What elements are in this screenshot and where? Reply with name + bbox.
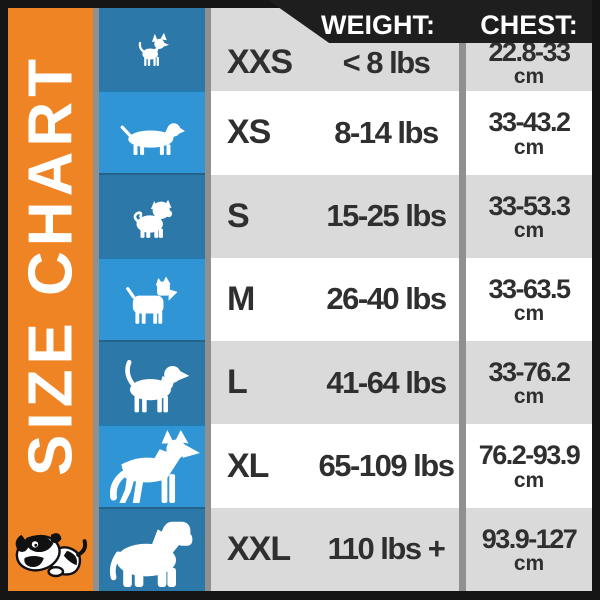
weight-value: < 8 lbs xyxy=(342,44,431,80)
weight-column-header: WEIGHT: xyxy=(321,9,435,40)
dog-cell xyxy=(99,507,205,592)
chest-column-header: CHEST: xyxy=(480,9,578,40)
size-row: S 15-25 lbs 33-53.3 cm xyxy=(211,174,592,258)
size-label: S xyxy=(227,196,250,235)
chest-unit: cm xyxy=(513,468,545,492)
chest-unit: cm xyxy=(513,385,545,409)
cartoon-dog-logo-icon xyxy=(11,515,91,589)
dog-cell xyxy=(99,340,205,424)
size-label: L xyxy=(227,363,248,402)
size-label: M xyxy=(227,279,255,318)
banner-title: SIZE CHART xyxy=(16,53,85,476)
chest-range: 33-43.2 xyxy=(488,107,571,138)
german-shepherd-icon xyxy=(104,428,200,505)
chest-column-divider xyxy=(459,424,466,508)
weight-value: 15-25 lbs xyxy=(326,198,447,234)
chest-cell: 33-76.2 cm xyxy=(466,341,592,424)
weight-value: 41-64 lbs xyxy=(326,364,447,400)
weight-value: 26-40 lbs xyxy=(326,281,447,317)
chest-cell: 33-63.5 cm xyxy=(466,258,592,341)
size-row: M 26-40 lbs 33-63.5 cm xyxy=(211,257,592,342)
dachshund-icon xyxy=(119,106,185,159)
dog-cell xyxy=(99,423,205,508)
chest-unit: cm xyxy=(513,218,545,242)
chest-range: 33-63.5 xyxy=(488,273,571,304)
beagle-icon xyxy=(114,353,190,414)
chest-range: 33-76.2 xyxy=(488,357,571,388)
mastiff-icon xyxy=(104,512,200,589)
chest-unit: cm xyxy=(513,135,545,159)
chest-range: 33-53.3 xyxy=(488,190,571,221)
weight-value: 65-109 lbs xyxy=(318,448,455,484)
chest-range: 76.2-93.9 xyxy=(478,440,581,471)
size-table-rows: XXS < 8 lbs 22.8-33 cm XS 8-14 lbs 33-43… xyxy=(211,8,592,591)
dog-cell xyxy=(99,89,205,174)
banner-divider xyxy=(93,8,99,591)
size-table: XXS < 8 lbs 22.8-33 cm XS 8-14 lbs 33-43… xyxy=(211,0,592,591)
size-row: XL 65-109 lbs 76.2-93.9 cm xyxy=(211,424,592,508)
chest-column-divider xyxy=(459,8,466,92)
size-label: XXL xyxy=(227,529,291,568)
chihuahua-icon xyxy=(129,30,175,67)
size-row: XXL 110 lbs + 93.9-127 cm xyxy=(211,507,592,591)
chest-cell: 33-53.3 cm xyxy=(466,175,592,258)
schnauzer-icon xyxy=(120,274,184,325)
weight-value: 8-14 lbs xyxy=(334,114,439,150)
dog-silhouette-column xyxy=(99,8,205,592)
chest-unit: cm xyxy=(513,302,545,326)
size-chart-banner: SIZE CHART xyxy=(8,8,93,591)
size-row: XS 8-14 lbs 33-43.2 cm xyxy=(211,91,592,175)
size-label: XXS xyxy=(227,43,293,82)
chest-range: 93.9-127 xyxy=(481,523,578,554)
weight-value: 110 lbs + xyxy=(327,531,446,567)
dog-column-divider xyxy=(205,8,211,591)
chest-column-divider xyxy=(459,341,466,425)
chest-cell: 76.2-93.9 cm xyxy=(466,424,592,507)
chest-unit: cm xyxy=(513,65,545,89)
table-header: WEIGHT: CHEST: xyxy=(268,0,592,43)
dog-cell xyxy=(99,256,205,341)
size-label: XL xyxy=(227,446,269,485)
chest-column-divider xyxy=(459,507,466,591)
pug-icon xyxy=(123,193,181,239)
chest-cell: 93.9-127 cm xyxy=(466,508,592,591)
chest-column-divider xyxy=(459,174,466,258)
dog-cell xyxy=(99,8,205,90)
chest-unit: cm xyxy=(513,552,545,575)
chest-column-divider xyxy=(459,91,466,175)
dog-cell xyxy=(99,173,205,257)
chest-column-divider xyxy=(459,257,466,342)
chest-cell: 33-43.2 cm xyxy=(466,91,592,174)
size-row: L 41-64 lbs 33-76.2 cm xyxy=(211,341,592,425)
size-label: XS xyxy=(227,113,271,152)
